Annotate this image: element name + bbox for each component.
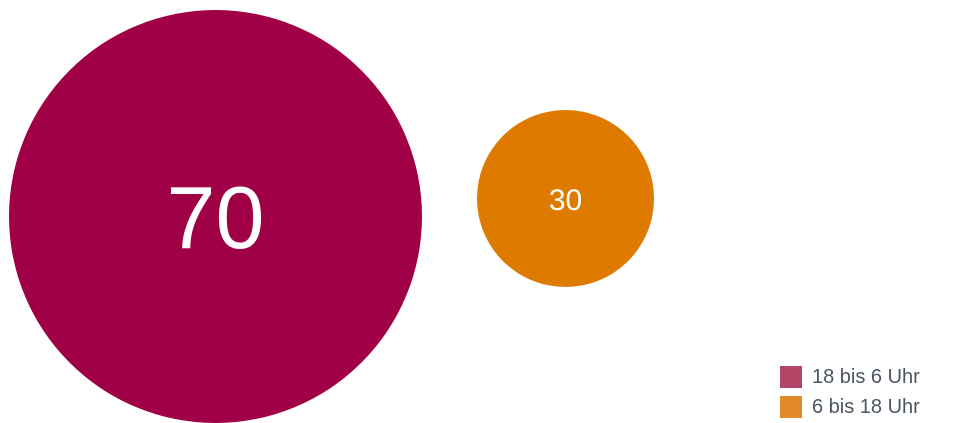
- bubble-value-label-1: 30: [549, 184, 582, 217]
- legend-swatch-6-bis-18-uhr: [780, 396, 802, 418]
- legend: 18 bis 6 Uhr 6 bis 18 Uhr: [780, 359, 950, 419]
- legend-item-18-bis-6-uhr: 18 bis 6 Uhr: [780, 365, 950, 389]
- bubble-group-0: 70: [9, 10, 422, 423]
- legend-swatch-18-bis-6-uhr: [780, 366, 802, 388]
- bubble-1: [477, 110, 654, 287]
- legend-item-6-bis-18-uhr: 6 bis 18 Uhr: [780, 395, 950, 419]
- legend-label-6-bis-18-uhr: 6 bis 18 Uhr: [812, 395, 920, 418]
- bubble-0: [9, 10, 422, 423]
- legend-label-18-bis-6-uhr: 18 bis 6 Uhr: [812, 365, 920, 388]
- bubble-value-label-0: 70: [167, 168, 265, 267]
- bubble-group-1: 30: [477, 110, 654, 287]
